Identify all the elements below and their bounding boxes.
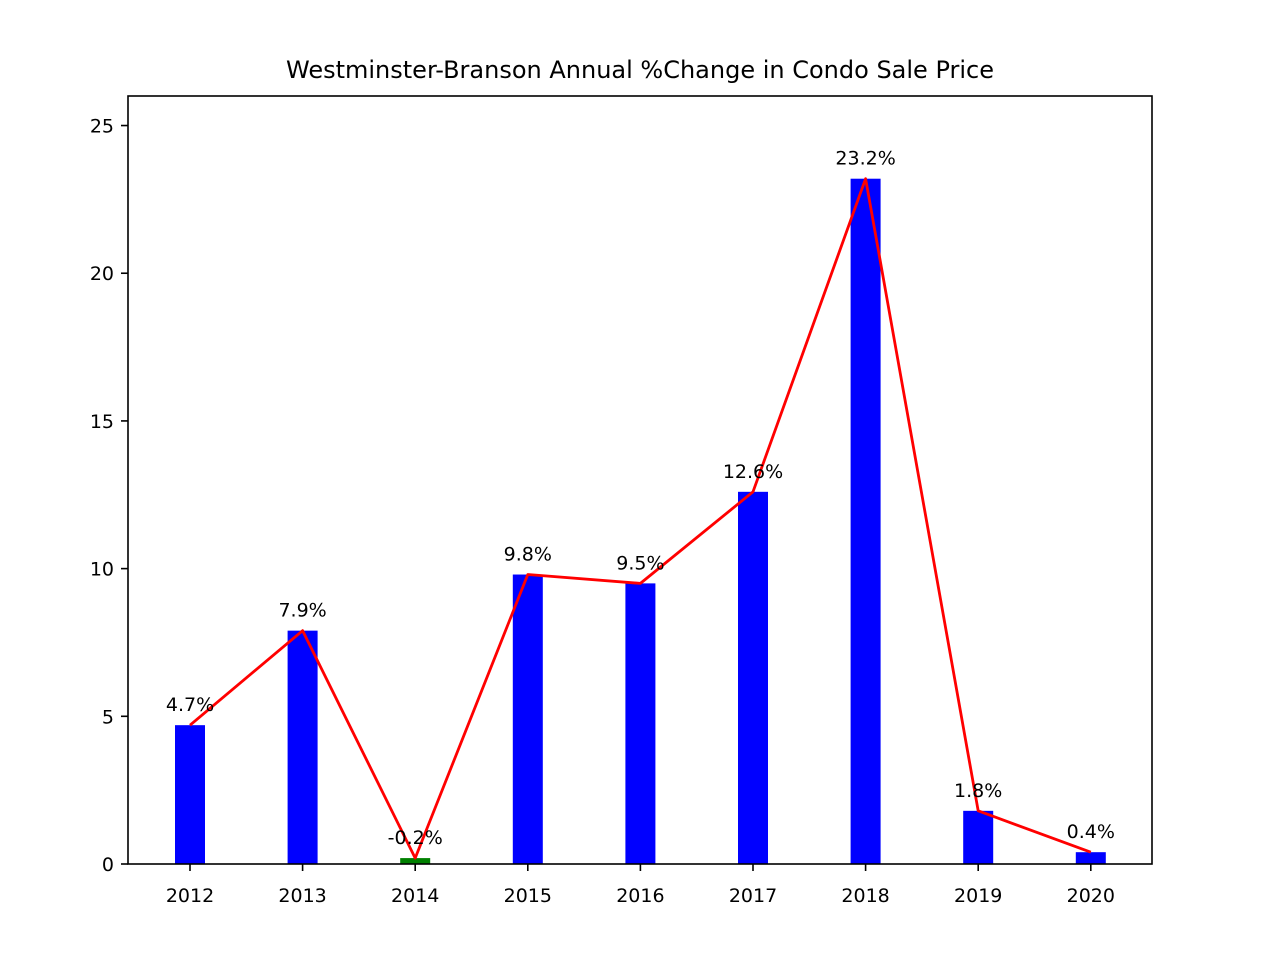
x-tick-label-2014: 2014 bbox=[391, 885, 439, 907]
data-labels-group: 4.7% 7.9% -0.2% 9.8% 9.5% 12.6% 23.2% 1.8% 0.4% bbox=[166, 148, 1115, 849]
data-label-2015: 9.8% bbox=[504, 544, 552, 566]
bar-2012 bbox=[175, 725, 205, 864]
data-label-2017: 12.6% bbox=[723, 461, 783, 483]
data-label-2013: 7.9% bbox=[278, 600, 326, 622]
y-tick-label-0: 0 bbox=[102, 854, 114, 876]
series-line bbox=[189, 177, 1092, 860]
bar-2016 bbox=[625, 583, 656, 864]
x-tick-label-2019: 2019 bbox=[954, 885, 1002, 907]
line-group bbox=[189, 177, 1092, 860]
bar-2017 bbox=[738, 491, 768, 864]
chart-title: Westminster-Branson Annual %Change in Co… bbox=[286, 56, 994, 84]
x-tick-label-2018: 2018 bbox=[841, 885, 889, 907]
data-label-2016: 9.5% bbox=[616, 552, 664, 574]
data-label-2018: 23.2% bbox=[835, 148, 895, 170]
data-label-2020: 0.4% bbox=[1067, 821, 1115, 843]
y-tick-label-10: 10 bbox=[90, 559, 114, 581]
bar-2019 bbox=[963, 810, 994, 864]
x-tick-label-2016: 2016 bbox=[616, 885, 664, 907]
data-label-2019: 1.8% bbox=[954, 780, 1002, 802]
data-label-2014: -0.2% bbox=[388, 827, 443, 849]
x-tick-label-2020: 2020 bbox=[1067, 885, 1115, 907]
x-tick-label-2013: 2013 bbox=[278, 885, 326, 907]
axes-group: 0 5 10 15 20 25 2012 2013 2014 2015 2016 2017 2018 20… bbox=[90, 95, 1153, 907]
bars-group bbox=[175, 178, 1106, 864]
y-tick-label-15: 15 bbox=[90, 411, 114, 433]
y-tick-label-5: 5 bbox=[102, 706, 114, 728]
bar-2014 bbox=[400, 858, 431, 864]
y-tick-label-25: 25 bbox=[90, 116, 114, 138]
bar-2013 bbox=[287, 630, 318, 864]
x-tick-label-2015: 2015 bbox=[504, 885, 552, 907]
bar-2015 bbox=[512, 574, 543, 864]
x-tick-label-2017: 2017 bbox=[729, 885, 777, 907]
x-tick-label-2012: 2012 bbox=[166, 885, 214, 907]
bar-2020 bbox=[1075, 852, 1106, 864]
bar-2018 bbox=[850, 178, 881, 864]
y-tick-label-20: 20 bbox=[90, 263, 114, 285]
data-label-2012: 4.7% bbox=[166, 694, 214, 716]
